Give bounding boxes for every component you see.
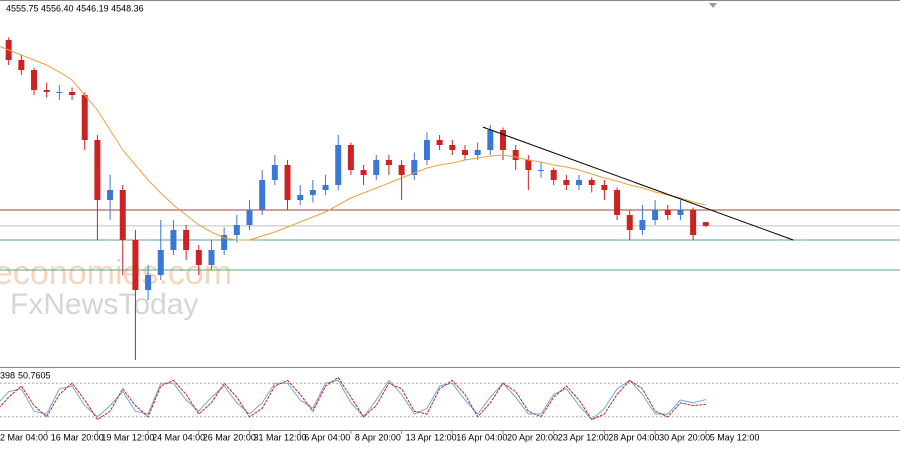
x-tick-label: 28 Apr 04:00 <box>608 432 659 442</box>
shift-marker <box>709 3 717 8</box>
candle-body <box>31 70 38 90</box>
candle-body <box>81 95 88 140</box>
x-tick-label: 20 Apr 20:00 <box>507 432 558 442</box>
x-tick-label: 8 Apr 20:00 <box>355 432 401 442</box>
watermark: FxNewsToday <box>10 288 198 321</box>
candle-body <box>512 150 519 160</box>
candle-body <box>550 170 557 180</box>
candle-body <box>145 275 152 290</box>
candle-body <box>690 210 697 235</box>
candle-body <box>588 180 595 185</box>
candle-body <box>423 140 430 160</box>
x-tick-label: 19 Mar 12:00 <box>101 432 154 442</box>
candle-body <box>664 210 671 215</box>
candle-body <box>233 225 240 235</box>
x-tick-label: 30 Apr 20:00 <box>659 432 710 442</box>
trendline <box>482 126 794 241</box>
candle-body <box>373 160 380 175</box>
candle-body <box>284 165 291 200</box>
x-tick-label: 23 Apr 12:00 <box>558 432 609 442</box>
candle-body <box>563 180 570 185</box>
candle-body <box>360 170 367 175</box>
candle-body <box>626 215 633 230</box>
candle-body <box>449 145 456 150</box>
candle-body <box>43 90 50 92</box>
candle-body <box>500 130 506 150</box>
candle-body <box>335 145 342 185</box>
x-tick-label: 16 Apr 04:00 <box>456 432 507 442</box>
candle-body <box>677 210 684 215</box>
x-tick-label: 13 Apr 12:00 <box>406 432 457 442</box>
candle-body <box>69 92 76 95</box>
x-tick-label: 5 May 12:00 <box>710 432 760 442</box>
candle-body <box>18 60 25 70</box>
candle-body <box>322 185 329 190</box>
candle-body <box>132 240 139 290</box>
candle-body <box>208 250 215 265</box>
candle-body <box>297 195 304 200</box>
candle-body <box>487 130 494 150</box>
candle-body <box>246 210 253 225</box>
candle-body <box>576 180 583 185</box>
candle-body <box>56 92 63 93</box>
moving-average <box>0 46 706 241</box>
x-tick-label: 16 Mar 20:00 <box>51 432 104 442</box>
watermark: economies.com <box>0 254 232 292</box>
candle-body <box>170 230 177 250</box>
candle-body <box>474 150 481 155</box>
x-tick-label: 31 Mar 12:00 <box>254 432 307 442</box>
x-tick-label: 26 Mar 20:00 <box>203 432 256 442</box>
candle-body <box>538 170 545 171</box>
candle-body <box>157 250 164 275</box>
candle-body <box>702 222 709 226</box>
x-tick-label: 24 Mar 04:00 <box>152 432 205 442</box>
x-tick-label: 2 Mar 04:00 <box>0 432 48 442</box>
candle-body <box>347 145 354 170</box>
candle-body <box>525 160 532 170</box>
candle-body <box>614 190 621 215</box>
x-tick-label: 6 Apr 04:00 <box>304 432 350 442</box>
stoch-value: 50.7605 <box>18 370 51 380</box>
candle-body <box>309 190 316 195</box>
candle-body <box>385 160 392 165</box>
candle-body <box>436 140 443 145</box>
stoch-line <box>0 376 706 421</box>
stoch-header: 398 <box>0 370 15 380</box>
candle-body <box>411 160 418 175</box>
candle-body <box>195 250 202 265</box>
stoch-line <box>0 379 706 421</box>
candle-body <box>221 235 228 250</box>
candle-body <box>652 210 659 220</box>
candle-body <box>107 190 114 200</box>
candle-body <box>601 185 608 190</box>
candle-body <box>271 165 278 180</box>
candle-body <box>183 230 190 250</box>
candle-body <box>119 190 126 240</box>
candle-body <box>461 150 468 155</box>
candle-body <box>259 180 266 210</box>
candle-body <box>94 140 101 200</box>
candle-body <box>398 165 405 175</box>
ohlc-header: 4555.75 4556.40 4546.19 4548.36 <box>6 3 144 13</box>
candle-body <box>639 220 646 230</box>
